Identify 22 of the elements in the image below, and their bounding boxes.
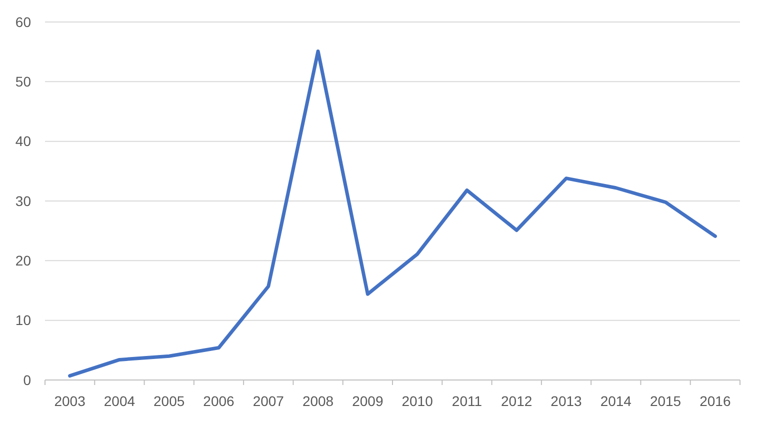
y-tick-label: 20 xyxy=(15,252,32,269)
x-tick-label: 2003 xyxy=(54,393,86,409)
x-tick-label: 2015 xyxy=(650,393,682,409)
y-tick-label: 10 xyxy=(15,312,32,328)
y-tick-label: 50 xyxy=(15,74,32,90)
x-tick-label: 2008 xyxy=(302,393,334,409)
y-tick-label: 60 xyxy=(15,14,32,30)
x-tick-label: 2010 xyxy=(402,393,434,409)
y-tick-label: 0 xyxy=(23,372,32,388)
x-tick-label: 2009 xyxy=(352,393,384,409)
x-tick-label: 2005 xyxy=(154,393,185,409)
line-series xyxy=(68,49,717,378)
x-tick-label: 2007 xyxy=(252,393,284,409)
x-tick-label: 2011 xyxy=(452,393,482,409)
x-tick-label: 2013 xyxy=(550,393,582,409)
x-tick-label: 2016 xyxy=(700,393,731,409)
y-tick-label: 40 xyxy=(15,133,32,150)
x-tick-label: 2004 xyxy=(104,393,136,409)
x-tick-label: 2006 xyxy=(203,393,235,409)
x-tick-label: 2014 xyxy=(600,393,632,409)
y-tick-label: 30 xyxy=(15,192,32,209)
x-tick-label: 2012 xyxy=(501,393,532,409)
